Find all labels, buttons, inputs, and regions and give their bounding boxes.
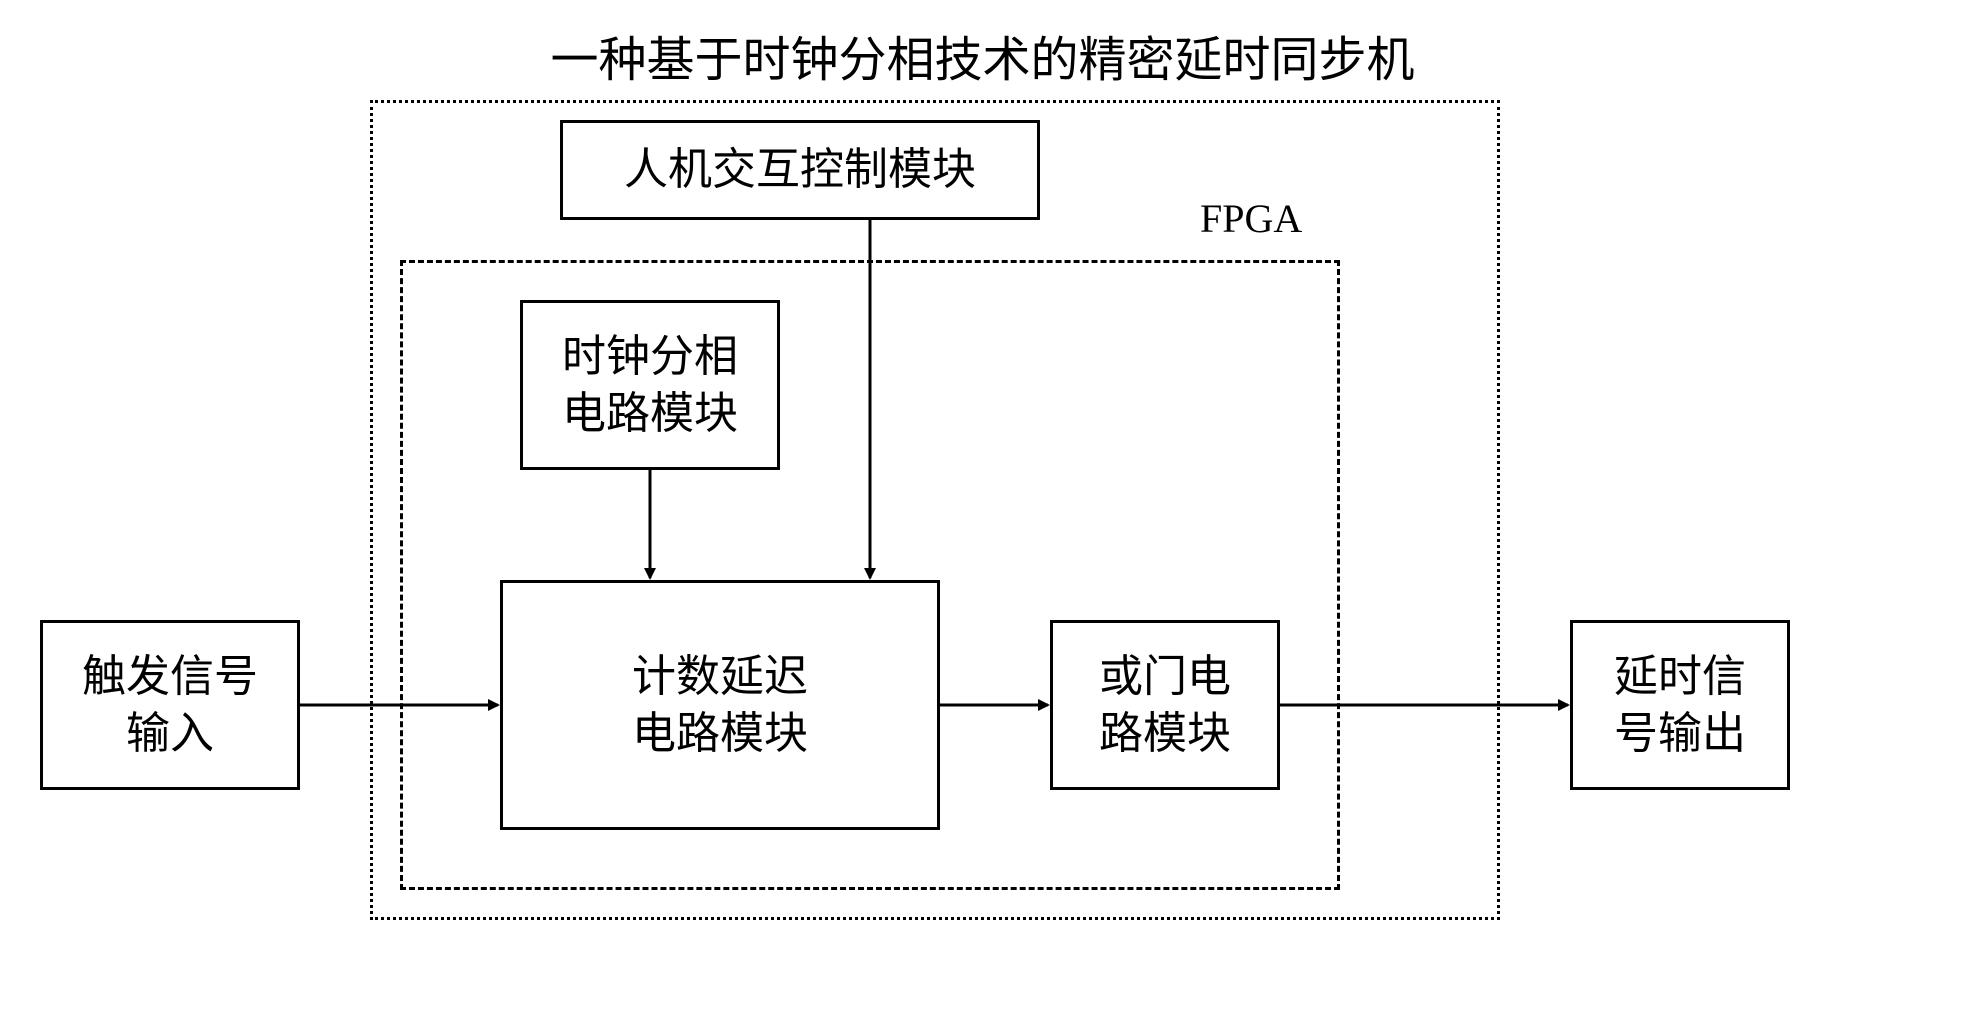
node-clock-phase: 时钟分相电路模块 [520,300,780,470]
node-input: 触发信号输入 [40,620,300,790]
diagram-title: 一种基于时钟分相技术的精密延时同步机 [550,20,1414,90]
node-output: 延时信号输出 [1570,620,1790,790]
node-or-gate: 或门电路模块 [1050,620,1280,790]
node-count-delay-label: 计数延迟电路模块 [632,648,808,762]
node-or-gate-label: 或门电路模块 [1099,648,1231,762]
node-hmi-label: 人机交互控制模块 [624,141,976,198]
node-hmi: 人机交互控制模块 [560,120,1040,220]
fpga-label: FPGA [1200,195,1302,242]
diagram-container: 一种基于时钟分相技术的精密延时同步机 FPGA 触发信号输入 人机交互控制模块 … [0,0,1965,1028]
node-output-label: 延时信号输出 [1614,648,1746,762]
node-clock-phase-label: 时钟分相电路模块 [562,328,738,442]
node-input-label: 触发信号输入 [82,648,258,762]
node-count-delay: 计数延迟电路模块 [500,580,940,830]
